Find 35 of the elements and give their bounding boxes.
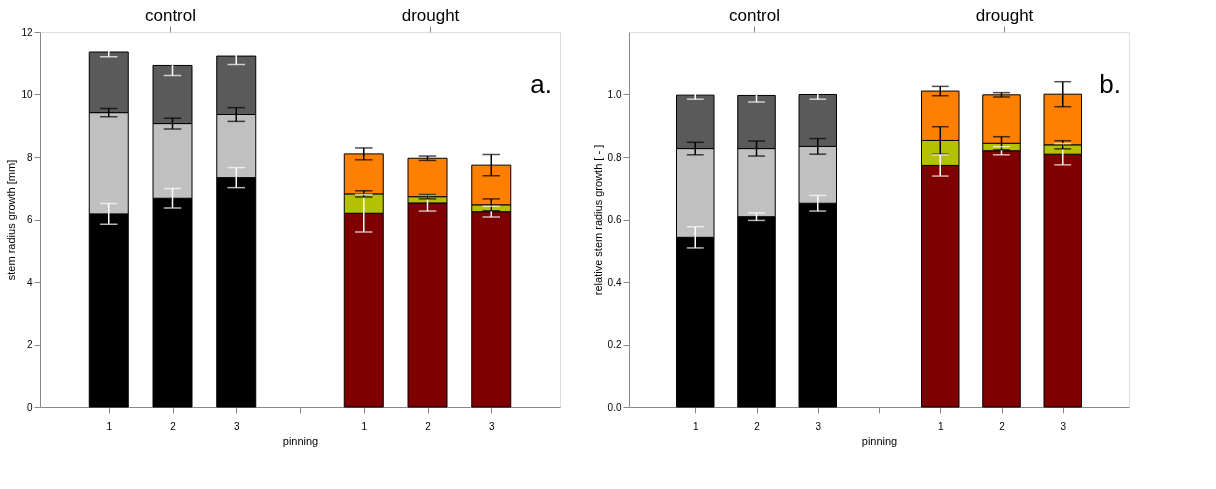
y-tick-label: 8 xyxy=(26,151,33,163)
y-axis-title: relative stem radius growth [ - ] xyxy=(591,144,604,296)
x-tick-label: 1 xyxy=(937,420,944,432)
y-tick-label: 0 xyxy=(26,401,33,413)
y-axis-title: stem radius growth [mm] xyxy=(5,159,18,281)
x-tick-label: 2 xyxy=(999,420,1006,432)
y-tick-label: 10 xyxy=(21,89,33,100)
x-tick-label: 2 xyxy=(754,420,761,432)
y-tick-label: 1.0 xyxy=(607,89,622,100)
text: drought xyxy=(401,5,460,25)
text: control xyxy=(728,5,781,25)
y-tick-label: 12 xyxy=(21,26,33,38)
x-tick-label: 1 xyxy=(692,420,699,432)
x-tick-label: 2 xyxy=(425,420,432,432)
text: control xyxy=(144,5,197,25)
x-tick-label: 1 xyxy=(361,420,368,432)
y-tick-label: 0.6 xyxy=(607,214,622,225)
x-tick-label: 3 xyxy=(815,420,822,432)
y-tick-label: 0.4 xyxy=(607,276,622,288)
x-tick-label: 3 xyxy=(233,420,240,432)
y-tick-label: 0.2 xyxy=(607,339,622,350)
x-tick-label: 3 xyxy=(1060,420,1067,432)
x-axis-title: pinning xyxy=(861,434,898,447)
y-tick-label: 0.8 xyxy=(607,151,622,163)
y-tick-label: 6 xyxy=(26,214,33,225)
x-tick-label: 2 xyxy=(170,420,177,432)
y-tick-label: 0.0 xyxy=(607,401,622,413)
x-tick-label: 1 xyxy=(106,420,113,432)
y-tick-label: 4 xyxy=(26,276,33,288)
text: drought xyxy=(975,5,1034,25)
x-tick-label: 3 xyxy=(488,420,495,432)
annotation: a. xyxy=(530,69,552,99)
annotation: b. xyxy=(1099,69,1121,99)
x-axis-title: pinning xyxy=(282,434,319,447)
y-tick-label: 2 xyxy=(26,339,33,350)
